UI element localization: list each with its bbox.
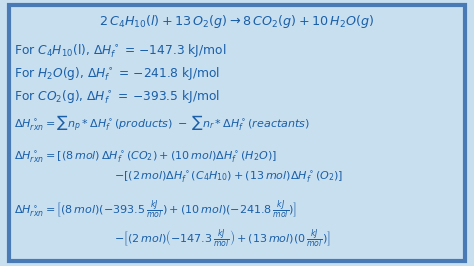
Text: $\Delta H^\circ_{rxn}= \sum n_p * \Delta H_f^\circ(products)\; -\; \sum n_r * \D: $\Delta H^\circ_{rxn}= \sum n_p * \Delta… [14, 114, 310, 134]
Text: $\Delta H^\circ_{rxn}= \left[(8\,mol)(-393.5\,\frac{kJ}{mol}) + (10\,mol)(-241.8: $\Delta H^\circ_{rxn}= \left[(8\,mol)(-3… [14, 198, 297, 221]
Text: $-\left[(2\,mol)\left(-147.3\,\frac{kJ}{mol}\right) + (13\,mol)(0\,\frac{kJ}{mol: $-\left[(2\,mol)\left(-147.3\,\frac{kJ}{… [114, 227, 331, 250]
Text: $-\left[(2\,mol)\Delta H_f^\circ(C_4H_{10}) + (13\,mol)\Delta H_f^\circ(O_2)\rig: $-\left[(2\,mol)\Delta H_f^\circ(C_4H_{1… [114, 170, 344, 185]
Text: $2\,C_4H_{10}(l) + 13\,O_2(g) \rightarrow 8\,CO_2(g) + 10\,H_2O(g)$: $2\,C_4H_{10}(l) + 13\,O_2(g) \rightarro… [100, 13, 374, 30]
Text: For $H_2O$(g), $\Delta H_f^\circ$ = $-$241.8 kJ/mol: For $H_2O$(g), $\Delta H_f^\circ$ = $-$2… [14, 65, 220, 83]
Text: $\Delta H^\circ_{rxn}= \left[(8\,mol)\,\Delta H_f^\circ(CO_2) + (10\,mol)\Delta : $\Delta H^\circ_{rxn}= \left[(8\,mol)\,\… [14, 149, 277, 165]
Text: For $CO_2$(g), $\Delta H_f^\circ$ = $-$393.5 kJ/mol: For $CO_2$(g), $\Delta H_f^\circ$ = $-$3… [14, 88, 220, 106]
Text: For $C_4H_{10}$(l), $\Delta H_f^\circ$ = $-$147.3 kJ/mol: For $C_4H_{10}$(l), $\Delta H_f^\circ$ =… [14, 42, 227, 60]
FancyBboxPatch shape [9, 5, 465, 261]
